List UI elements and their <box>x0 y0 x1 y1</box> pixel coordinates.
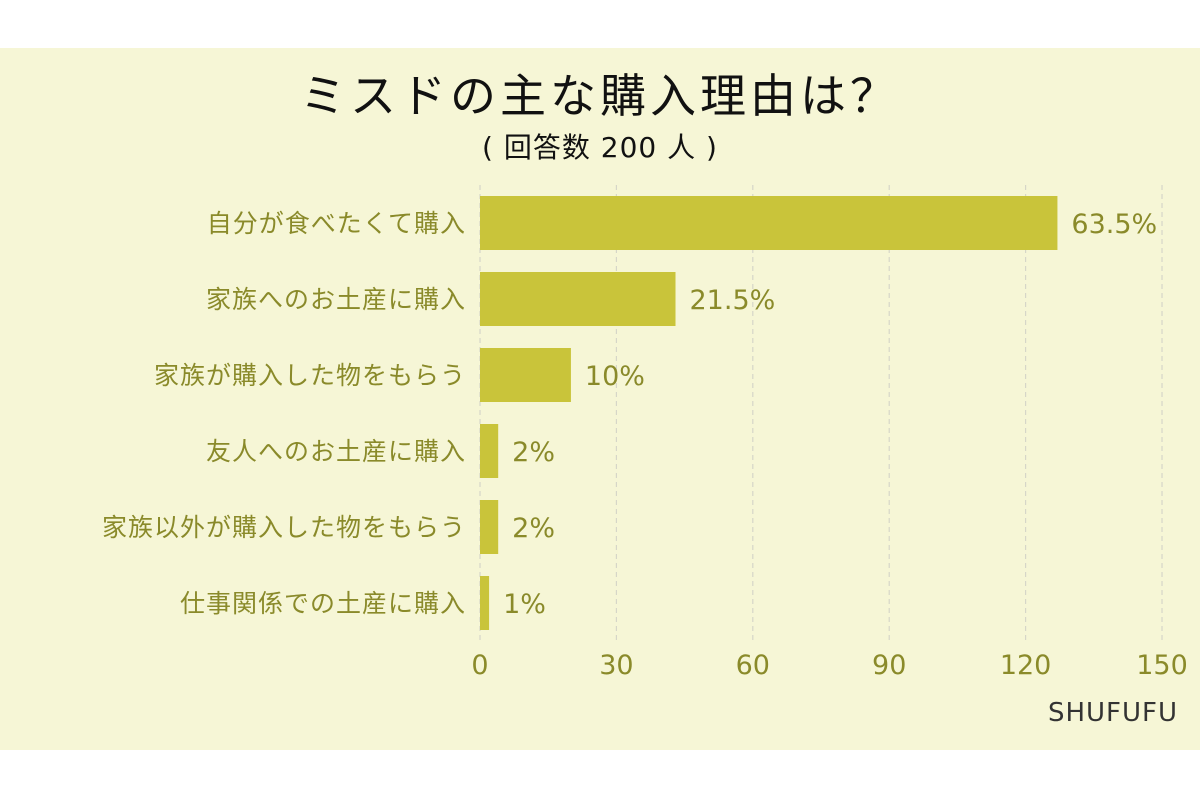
bar <box>480 196 1058 250</box>
bar <box>480 500 499 554</box>
brand-logo: SHUFUFU <box>1047 698 1178 728</box>
chart-subtitle: ( 回答数 200 人 ) <box>482 131 718 164</box>
value-label: 2% <box>512 437 555 468</box>
x-tick-label: 30 <box>599 650 633 681</box>
category-label: 家族が購入した物をもらう <box>154 361 466 390</box>
chart-title: ミスドの主な購入理由は？ <box>300 69 900 123</box>
x-tick-label: 0 <box>471 650 488 681</box>
value-label: 63.5% <box>1071 209 1157 240</box>
x-tick-label: 90 <box>872 650 906 681</box>
bar <box>480 272 676 326</box>
category-label: 自分が食べたくて購入 <box>207 209 466 238</box>
x-tick-label: 60 <box>736 650 770 681</box>
category-label: 仕事関係での土産に購入 <box>180 589 466 618</box>
category-label: 友人へのお土産に購入 <box>206 437 466 466</box>
bar <box>480 424 499 478</box>
bar <box>480 576 490 630</box>
value-label: 2% <box>512 513 555 544</box>
value-label: 10% <box>585 361 645 392</box>
value-label: 21.5% <box>690 285 776 316</box>
value-labels: 63.5% 21.5% 10% 2% 2% 1% <box>503 209 1157 620</box>
x-tick-label: 120 <box>1000 650 1052 681</box>
category-labels: 自分が食べたくて購入家族へのお土産に購入家族が購入した物をもらう友人へのお土産に… <box>102 209 466 618</box>
bars <box>480 196 1058 630</box>
bar <box>480 348 571 402</box>
x-tick-label: 150 <box>1136 650 1188 681</box>
value-label: 1% <box>503 589 546 620</box>
grid-lines <box>479 185 1163 640</box>
x-axis-ticks: 0 30 60 90 120 150 <box>471 650 1187 681</box>
chart-card <box>0 48 1200 750</box>
category-label: 家族へのお土産に購入 <box>206 285 466 314</box>
category-label: 家族以外が購入した物をもらう <box>102 513 466 542</box>
